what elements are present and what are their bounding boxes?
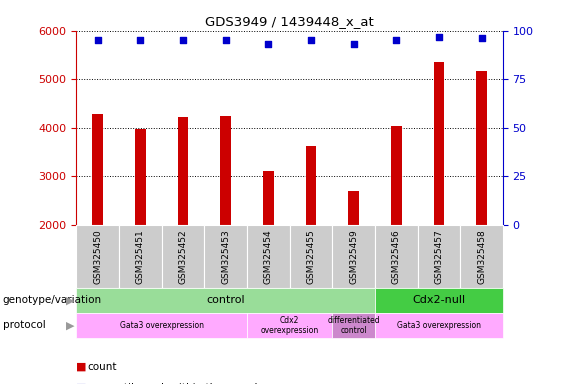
Bar: [177, 116, 188, 225]
Bar: [391, 126, 402, 225]
Text: Cdx2
overexpression: Cdx2 overexpression: [260, 316, 319, 335]
Text: GSM325454: GSM325454: [264, 229, 273, 284]
Text: GSM325450: GSM325450: [93, 229, 102, 284]
Text: ■: ■: [76, 383, 87, 384]
Point: [264, 41, 273, 47]
Bar: [92, 114, 103, 225]
Text: GSM325456: GSM325456: [392, 229, 401, 284]
Text: Gata3 overexpression: Gata3 overexpression: [397, 321, 481, 330]
Title: GDS3949 / 1439448_x_at: GDS3949 / 1439448_x_at: [205, 15, 374, 28]
Bar: [306, 146, 316, 225]
Text: GSM325458: GSM325458: [477, 229, 486, 284]
Bar: [476, 71, 487, 225]
Text: Cdx2-null: Cdx2-null: [412, 295, 466, 306]
Bar: [433, 62, 444, 225]
Point: [392, 37, 401, 43]
Point: [477, 35, 486, 41]
Point: [306, 37, 315, 43]
Text: protocol: protocol: [3, 320, 46, 331]
Text: control: control: [206, 295, 245, 306]
Text: GSM325453: GSM325453: [221, 229, 230, 284]
Point: [221, 37, 230, 43]
Point: [136, 37, 145, 43]
Text: GSM325452: GSM325452: [179, 229, 188, 284]
Text: ■: ■: [76, 362, 87, 372]
Bar: [220, 116, 231, 225]
Text: ▶: ▶: [66, 295, 75, 306]
Text: Gata3 overexpression: Gata3 overexpression: [120, 321, 203, 330]
Point: [179, 37, 188, 43]
Text: ▶: ▶: [66, 320, 75, 331]
Bar: [135, 129, 146, 225]
Text: GSM325457: GSM325457: [434, 229, 444, 284]
Point: [434, 33, 444, 40]
Text: genotype/variation: genotype/variation: [3, 295, 102, 306]
Text: differentiated
control: differentiated control: [327, 316, 380, 335]
Text: GSM325459: GSM325459: [349, 229, 358, 284]
Point: [349, 41, 358, 47]
Text: GSM325451: GSM325451: [136, 229, 145, 284]
Text: percentile rank within the sample: percentile rank within the sample: [88, 383, 263, 384]
Bar: [348, 191, 359, 225]
Text: count: count: [88, 362, 117, 372]
Text: GSM325455: GSM325455: [306, 229, 315, 284]
Point: [93, 37, 102, 43]
Bar: [263, 171, 273, 225]
